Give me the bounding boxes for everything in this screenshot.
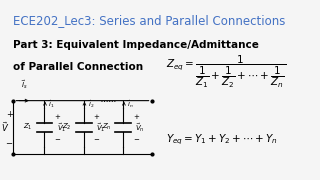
Text: +: +	[93, 114, 100, 120]
Text: $-$: $-$	[54, 135, 61, 141]
Text: $\vec{I}_2$: $\vec{I}_2$	[88, 99, 94, 110]
Text: $-$: $-$	[93, 135, 100, 141]
Text: $Z_n$: $Z_n$	[101, 122, 111, 132]
Text: Part 3: Equivalent Impedance/Admittance: Part 3: Equivalent Impedance/Admittance	[13, 40, 259, 50]
Text: $\vec{I}_n$: $\vec{I}_n$	[127, 99, 134, 110]
Text: +: +	[133, 114, 139, 120]
Text: $Y_{eq} = Y_1 + Y_2 + \cdots + Y_n$: $Y_{eq} = Y_1 + Y_2 + \cdots + Y_n$	[166, 132, 278, 147]
Text: +: +	[6, 110, 13, 119]
Text: $\vec{V}_1$: $\vec{V}_1$	[96, 121, 106, 134]
Text: $\vec{I}_1$: $\vec{I}_1$	[48, 99, 55, 110]
Text: $\vec{V}_1$: $\vec{V}_1$	[57, 121, 66, 134]
Text: $-$: $-$	[5, 137, 13, 146]
Text: $Z_2$: $Z_2$	[62, 122, 72, 132]
Text: +: +	[54, 114, 60, 120]
Text: ECE202_Lec3: Series and Parallel Connections: ECE202_Lec3: Series and Parallel Connect…	[13, 14, 286, 27]
Text: $\vec{V}_n$: $\vec{V}_n$	[135, 121, 145, 134]
Text: $Z_1$: $Z_1$	[23, 122, 32, 132]
Text: $Z_{eq} = \dfrac{1}{\dfrac{1}{Z_1} + \dfrac{1}{Z_2} + \cdots + \dfrac{1}{Z_n}}$: $Z_{eq} = \dfrac{1}{\dfrac{1}{Z_1} + \df…	[166, 54, 286, 90]
Text: $-$: $-$	[133, 135, 140, 141]
Text: $\vec{V}$: $\vec{V}$	[2, 120, 10, 134]
Text: $\vec{I}_s$: $\vec{I}_s$	[20, 78, 28, 91]
Text: of Parallel Connection: of Parallel Connection	[13, 62, 144, 72]
